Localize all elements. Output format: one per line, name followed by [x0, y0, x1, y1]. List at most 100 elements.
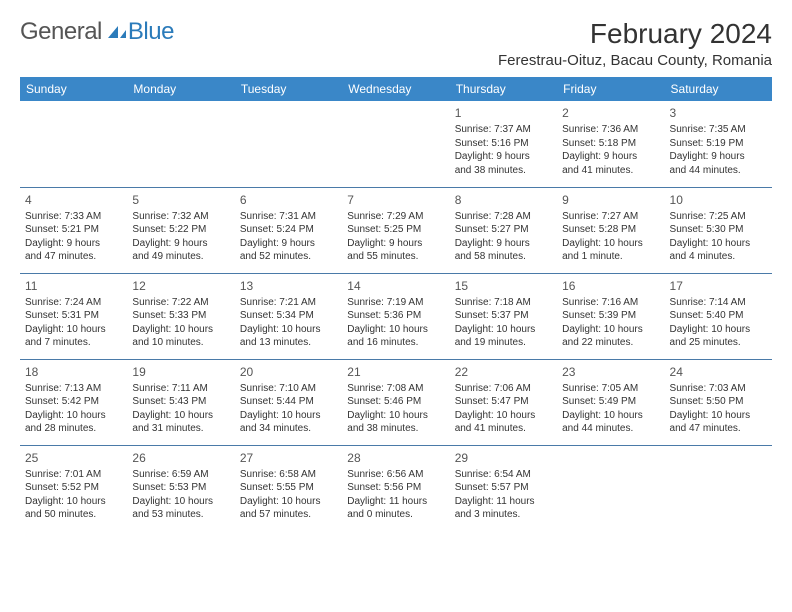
daylight-text: and 55 minutes.: [347, 250, 444, 264]
daylight-text: and 41 minutes.: [562, 164, 659, 178]
daylight-text: and 16 minutes.: [347, 336, 444, 350]
daylight-text: Daylight: 9 hours: [670, 150, 767, 164]
day-number: 3: [670, 105, 767, 121]
day-number: 19: [132, 364, 229, 380]
daylight-text: Daylight: 11 hours: [455, 495, 552, 509]
day-number: 15: [455, 278, 552, 294]
day-number: 24: [670, 364, 767, 380]
daylight-text: and 34 minutes.: [240, 422, 337, 436]
daylight-text: Daylight: 10 hours: [240, 495, 337, 509]
calendar-cell: [20, 101, 127, 187]
sunset-text: Sunset: 5:47 PM: [455, 395, 552, 409]
sunrise-text: Sunrise: 7:36 AM: [562, 123, 659, 137]
day-number: 12: [132, 278, 229, 294]
daylight-text: Daylight: 9 hours: [240, 237, 337, 251]
daylight-text: Daylight: 9 hours: [132, 237, 229, 251]
sunrise-text: Sunrise: 7:22 AM: [132, 296, 229, 310]
calendar-cell: [235, 101, 342, 187]
calendar-cell: 29Sunrise: 6:54 AMSunset: 5:57 PMDayligh…: [450, 445, 557, 531]
calendar-cell: 18Sunrise: 7:13 AMSunset: 5:42 PMDayligh…: [20, 359, 127, 445]
daylight-text: and 1 minute.: [562, 250, 659, 264]
weekday-header: Sunday: [20, 77, 127, 101]
sunset-text: Sunset: 5:53 PM: [132, 481, 229, 495]
calendar-cell: 22Sunrise: 7:06 AMSunset: 5:47 PMDayligh…: [450, 359, 557, 445]
daylight-text: and 53 minutes.: [132, 508, 229, 522]
calendar-table: Sunday Monday Tuesday Wednesday Thursday…: [20, 77, 772, 531]
sunset-text: Sunset: 5:52 PM: [25, 481, 122, 495]
calendar-cell: 6Sunrise: 7:31 AMSunset: 5:24 PMDaylight…: [235, 187, 342, 273]
calendar-cell: 2Sunrise: 7:36 AMSunset: 5:18 PMDaylight…: [557, 101, 664, 187]
daylight-text: and 47 minutes.: [670, 422, 767, 436]
weekday-header: Thursday: [450, 77, 557, 101]
calendar-cell: 3Sunrise: 7:35 AMSunset: 5:19 PMDaylight…: [665, 101, 772, 187]
calendar-cell: 7 Sunrise: 7:29 AMSunset: 5:25 PMDaylight…: [342, 187, 449, 273]
daylight-text: Daylight: 10 hours: [562, 323, 659, 337]
calendar-row: 18Sunrise: 7:13 AMSunset: 5:42 PMDayligh…: [20, 359, 772, 445]
sunrise-text: Sunrise: 7:32 AM: [132, 210, 229, 224]
weekday-header: Tuesday: [235, 77, 342, 101]
daylight-text: and 57 minutes.: [240, 508, 337, 522]
sunrise-text: Sunrise: 7:29 AM: [347, 210, 444, 224]
sunset-text: Sunset: 5:27 PM: [455, 223, 552, 237]
sunrise-text: Sunrise: 7:05 AM: [562, 382, 659, 396]
sunrise-text: Sunrise: 6:58 AM: [240, 468, 337, 482]
sunset-text: Sunset: 5:30 PM: [670, 223, 767, 237]
daylight-text: Daylight: 10 hours: [562, 237, 659, 251]
calendar-cell: 1Sunrise: 7:37 AMSunset: 5:16 PMDaylight…: [450, 101, 557, 187]
sunrise-text: Sunrise: 7:11 AM: [132, 382, 229, 396]
sunset-text: Sunset: 5:33 PM: [132, 309, 229, 323]
daylight-text: and 47 minutes.: [25, 250, 122, 264]
day-number: 7: [347, 192, 444, 208]
sunset-text: Sunset: 5:46 PM: [347, 395, 444, 409]
day-number: 17: [670, 278, 767, 294]
month-title: February 2024: [498, 18, 772, 50]
sunrise-text: Sunrise: 6:54 AM: [455, 468, 552, 482]
sunrise-text: Sunrise: 7:27 AM: [562, 210, 659, 224]
daylight-text: Daylight: 10 hours: [132, 495, 229, 509]
sunset-text: Sunset: 5:37 PM: [455, 309, 552, 323]
calendar-row: 4Sunrise: 7:33 AMSunset: 5:21 PMDaylight…: [20, 187, 772, 273]
sunset-text: Sunset: 5:57 PM: [455, 481, 552, 495]
sunset-text: Sunset: 5:31 PM: [25, 309, 122, 323]
daylight-text: Daylight: 10 hours: [455, 409, 552, 423]
calendar-body: 1Sunrise: 7:37 AMSunset: 5:16 PMDaylight…: [20, 101, 772, 531]
daylight-text: Daylight: 10 hours: [132, 323, 229, 337]
sunrise-text: Sunrise: 7:28 AM: [455, 210, 552, 224]
daylight-text: Daylight: 10 hours: [240, 409, 337, 423]
sunset-text: Sunset: 5:22 PM: [132, 223, 229, 237]
daylight-text: and 50 minutes.: [25, 508, 122, 522]
daylight-text: and 10 minutes.: [132, 336, 229, 350]
calendar-cell: 15Sunrise: 7:18 AMSunset: 5:37 PMDayligh…: [450, 273, 557, 359]
sunrise-text: Sunrise: 7:08 AM: [347, 382, 444, 396]
daylight-text: Daylight: 10 hours: [347, 409, 444, 423]
calendar-cell: 17Sunrise: 7:14 AMSunset: 5:40 PMDayligh…: [665, 273, 772, 359]
sunrise-text: Sunrise: 7:21 AM: [240, 296, 337, 310]
sunrise-text: Sunrise: 7:35 AM: [670, 123, 767, 137]
daylight-text: and 4 minutes.: [670, 250, 767, 264]
daylight-text: and 58 minutes.: [455, 250, 552, 264]
daylight-text: Daylight: 9 hours: [347, 237, 444, 251]
weekday-header: Friday: [557, 77, 664, 101]
sunrise-text: Sunrise: 7:24 AM: [25, 296, 122, 310]
daylight-text: and 13 minutes.: [240, 336, 337, 350]
sunrise-text: Sunrise: 7:31 AM: [240, 210, 337, 224]
sunset-text: Sunset: 5:43 PM: [132, 395, 229, 409]
day-number: 5: [132, 192, 229, 208]
calendar-cell: 5 Sunrise: 7:32 AMSunset: 5:22 PMDaylight…: [127, 187, 234, 273]
sunrise-text: Sunrise: 7:03 AM: [670, 382, 767, 396]
sunrise-text: Sunrise: 6:59 AM: [132, 468, 229, 482]
calendar-cell: 12 Sunrise: 7:22 AMSunset: 5:33 PMDayligh…: [127, 273, 234, 359]
sunset-text: Sunset: 5:34 PM: [240, 309, 337, 323]
daylight-text: Daylight: 9 hours: [562, 150, 659, 164]
daylight-text: Daylight: 11 hours: [347, 495, 444, 509]
sunset-text: Sunset: 5:25 PM: [347, 223, 444, 237]
calendar-cell: 27Sunrise: 6:58 AMSunset: 5:55 PMDayligh…: [235, 445, 342, 531]
calendar-cell: 16Sunrise: 7:16 AMSunset: 5:39 PMDayligh…: [557, 273, 664, 359]
daylight-text: Daylight: 10 hours: [25, 409, 122, 423]
calendar-cell: [665, 445, 772, 531]
sunset-text: Sunset: 5:56 PM: [347, 481, 444, 495]
calendar-cell: 21Sunrise: 7:08 AMSunset: 5:46 PMDayligh…: [342, 359, 449, 445]
daylight-text: Daylight: 10 hours: [562, 409, 659, 423]
sunrise-text: Sunrise: 7:06 AM: [455, 382, 552, 396]
daylight-text: Daylight: 10 hours: [670, 323, 767, 337]
